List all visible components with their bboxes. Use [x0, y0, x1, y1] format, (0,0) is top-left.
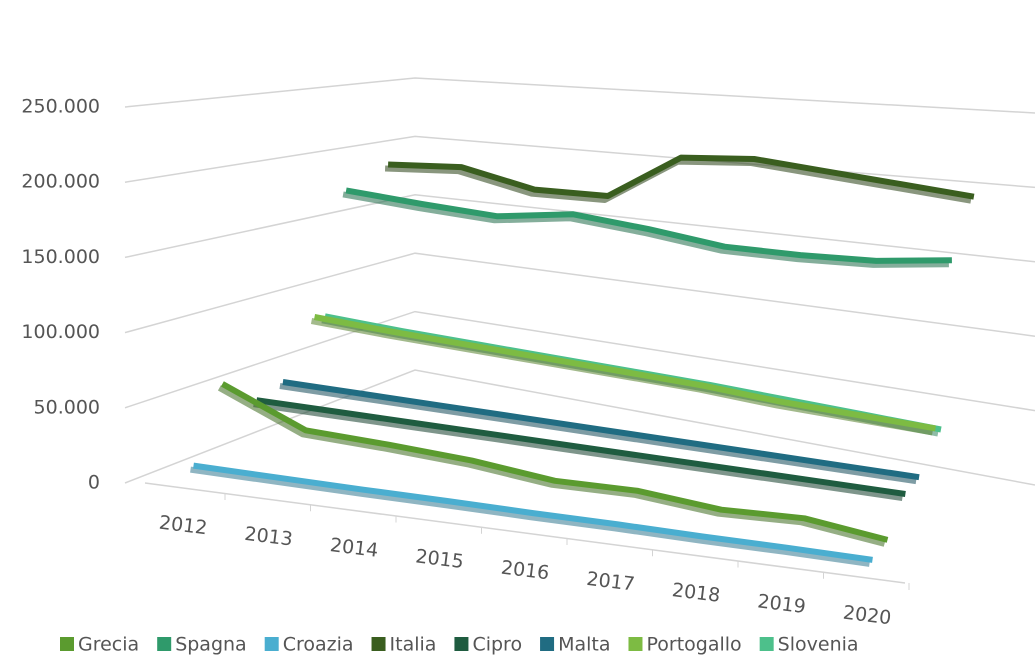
legend-swatch — [371, 637, 386, 651]
series-shadow — [279, 383, 917, 485]
x-tick-label: 2015 — [414, 545, 465, 573]
y-tick-label: 50.000 — [34, 396, 100, 418]
series-line — [313, 314, 937, 432]
grid-line — [124, 194, 1035, 263]
x-tick-label: 2016 — [500, 557, 551, 585]
x-tick-label: 2018 — [671, 579, 722, 607]
legend-swatch — [454, 637, 469, 651]
series-line — [193, 462, 873, 563]
grid-line — [124, 77, 1035, 114]
legend-label: Cipro — [472, 634, 522, 656]
legend-swatch — [628, 637, 643, 651]
x-tick-label: 2020 — [842, 602, 893, 630]
series-line — [345, 187, 952, 264]
series-line — [220, 381, 889, 543]
x-tick-label: 2019 — [756, 590, 807, 618]
y-tick-label: 150.000 — [21, 246, 100, 268]
legend-swatch — [759, 637, 774, 651]
legend-label: Grecia — [78, 634, 139, 656]
legend-label: Spagna — [175, 634, 247, 656]
x-tick-label: 2012 — [158, 512, 209, 540]
y-tick-label: 250.000 — [21, 96, 100, 118]
series-shadow — [310, 318, 934, 436]
x-tick-label: 2014 — [329, 534, 380, 562]
series-shadow — [342, 191, 949, 268]
legend-swatch — [540, 637, 555, 651]
grid-line — [124, 310, 1035, 412]
grid-line — [124, 369, 1035, 486]
legend-label: Malta — [558, 634, 610, 656]
grid-line — [124, 135, 1035, 189]
series-shadow — [253, 401, 903, 501]
series-line — [387, 154, 975, 200]
legend-swatch — [264, 637, 279, 651]
x-axis — [144, 482, 906, 584]
y-tick-label: 200.000 — [21, 171, 100, 193]
series-line — [282, 379, 920, 481]
grid-line — [124, 252, 1035, 337]
y-tick-label: 0 — [88, 472, 100, 494]
x-tick-label: 2013 — [243, 523, 294, 551]
y-tick-label: 100.000 — [21, 321, 100, 343]
x-tick-label: 2017 — [585, 568, 636, 596]
legend-swatch — [157, 637, 172, 651]
legend-swatch — [60, 637, 74, 651]
series-shadow — [217, 385, 886, 547]
series-line — [256, 397, 906, 497]
series-shadow — [190, 466, 870, 567]
legend-label: Slovenia — [778, 634, 859, 656]
legend-label: Portogallo — [646, 634, 741, 656]
legend-label: Croazia — [283, 634, 354, 656]
legend-label: Italia — [390, 634, 437, 656]
